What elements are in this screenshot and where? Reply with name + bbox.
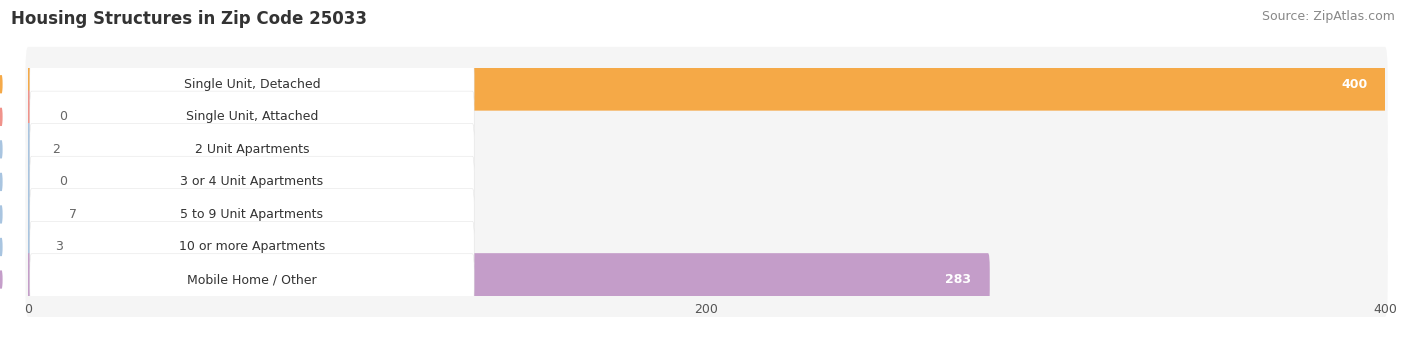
- Circle shape: [0, 108, 1, 125]
- FancyBboxPatch shape: [27, 90, 44, 143]
- Text: 2: 2: [52, 143, 59, 156]
- Text: 2 Unit Apartments: 2 Unit Apartments: [195, 143, 309, 156]
- FancyBboxPatch shape: [30, 58, 474, 110]
- FancyBboxPatch shape: [30, 156, 474, 208]
- FancyBboxPatch shape: [25, 47, 1388, 122]
- FancyBboxPatch shape: [25, 112, 1388, 187]
- FancyBboxPatch shape: [27, 58, 1386, 110]
- FancyBboxPatch shape: [30, 124, 474, 175]
- FancyBboxPatch shape: [27, 123, 37, 176]
- Text: 10 or more Apartments: 10 or more Apartments: [179, 240, 325, 254]
- Text: Source: ZipAtlas.com: Source: ZipAtlas.com: [1261, 10, 1395, 23]
- Text: 7: 7: [69, 208, 77, 221]
- Text: Single Unit, Detached: Single Unit, Detached: [184, 78, 321, 91]
- Text: Mobile Home / Other: Mobile Home / Other: [187, 273, 316, 286]
- FancyBboxPatch shape: [25, 242, 1388, 317]
- Circle shape: [0, 206, 1, 223]
- FancyBboxPatch shape: [30, 254, 474, 305]
- Circle shape: [0, 173, 1, 191]
- FancyBboxPatch shape: [27, 221, 39, 273]
- Text: 400: 400: [1341, 78, 1368, 91]
- FancyBboxPatch shape: [25, 177, 1388, 252]
- Text: Housing Structures in Zip Code 25033: Housing Structures in Zip Code 25033: [11, 10, 367, 28]
- Text: Single Unit, Attached: Single Unit, Attached: [186, 110, 318, 123]
- Circle shape: [0, 271, 1, 288]
- Text: 5 to 9 Unit Apartments: 5 to 9 Unit Apartments: [180, 208, 323, 221]
- FancyBboxPatch shape: [27, 253, 990, 306]
- Text: 283: 283: [945, 273, 972, 286]
- Text: 3 or 4 Unit Apartments: 3 or 4 Unit Apartments: [180, 175, 323, 188]
- FancyBboxPatch shape: [30, 91, 474, 142]
- Circle shape: [0, 238, 1, 256]
- Circle shape: [0, 75, 1, 93]
- Text: 3: 3: [55, 240, 63, 254]
- FancyBboxPatch shape: [25, 79, 1388, 154]
- FancyBboxPatch shape: [27, 155, 44, 208]
- Text: 0: 0: [59, 110, 66, 123]
- FancyBboxPatch shape: [30, 221, 474, 273]
- FancyBboxPatch shape: [27, 188, 53, 241]
- FancyBboxPatch shape: [30, 189, 474, 240]
- FancyBboxPatch shape: [25, 144, 1388, 219]
- Circle shape: [0, 140, 1, 158]
- FancyBboxPatch shape: [25, 209, 1388, 284]
- Text: 0: 0: [59, 175, 66, 188]
